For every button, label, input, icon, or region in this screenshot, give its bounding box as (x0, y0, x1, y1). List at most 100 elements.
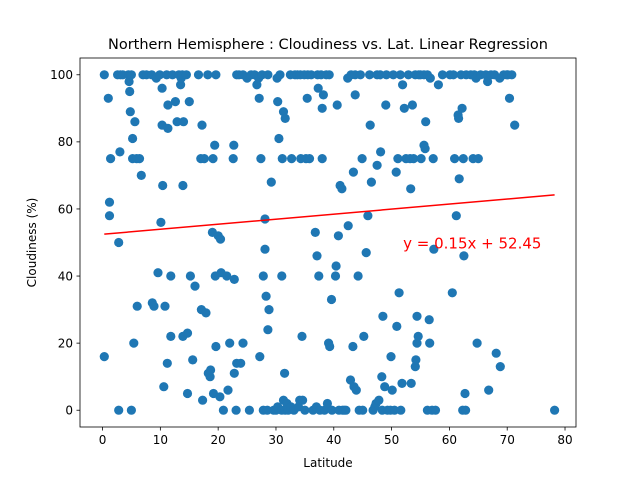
data-point (128, 133, 138, 144)
data-point (381, 70, 391, 80)
regression-equation-label: y = 0.15x + 52.45 (403, 235, 541, 253)
y-tick-label: 100 (50, 68, 73, 82)
data-point (327, 405, 337, 415)
data-point (396, 405, 406, 415)
data-point (229, 140, 239, 150)
data-point (365, 120, 375, 130)
data-point (450, 154, 460, 164)
regression-line (104, 194, 555, 235)
data-point (387, 385, 397, 395)
data-point (106, 154, 116, 164)
data-point (206, 365, 216, 375)
data-point (406, 184, 416, 194)
data-point (341, 405, 351, 415)
data-point (348, 341, 358, 352)
data-point (297, 331, 307, 341)
data-point (218, 405, 228, 415)
x-tick-label: 30 (268, 433, 283, 447)
data-point (413, 331, 423, 341)
data-point (460, 388, 470, 399)
data-point (325, 341, 335, 352)
data-point (324, 70, 334, 80)
data-point (199, 154, 209, 164)
data-point (403, 70, 413, 80)
data-point (125, 86, 135, 97)
data-point (410, 362, 420, 372)
data-point (266, 177, 276, 187)
data-point (166, 331, 176, 341)
data-point (353, 271, 363, 281)
data-point (393, 154, 403, 164)
data-point (348, 167, 358, 177)
data-point (376, 147, 386, 157)
data-point (326, 294, 337, 305)
data-point (313, 83, 323, 93)
data-point (181, 70, 191, 80)
x-tick-label: 20 (211, 433, 226, 447)
data-point (406, 378, 416, 388)
data-point (228, 154, 238, 164)
data-point (484, 385, 494, 395)
x-tick-label: 10 (153, 433, 168, 447)
scatter-series (99, 70, 560, 415)
data-point (190, 281, 200, 291)
data-point (273, 97, 283, 107)
y-tick-label: 20 (58, 336, 73, 350)
data-point (280, 113, 290, 123)
data-point (374, 395, 384, 405)
data-point (255, 352, 265, 362)
data-point (398, 80, 408, 90)
data-point (425, 338, 435, 348)
data-point (134, 154, 145, 164)
data-point (322, 398, 332, 409)
data-point (377, 372, 387, 382)
data-point (430, 405, 441, 415)
data-point (157, 83, 167, 93)
data-point (203, 70, 213, 80)
data-point (126, 70, 136, 80)
data-point (130, 117, 140, 127)
data-point (510, 120, 520, 130)
data-point (381, 100, 391, 110)
data-point (263, 70, 273, 80)
x-tick-label: 80 (557, 433, 572, 447)
x-axis-label: Latitude (303, 456, 352, 470)
data-point (312, 251, 322, 261)
data-point (454, 113, 464, 123)
data-point (287, 154, 297, 164)
data-point (391, 167, 401, 177)
data-point (275, 70, 285, 80)
data-point (193, 70, 204, 80)
data-point (260, 214, 270, 224)
data-point (298, 395, 308, 405)
data-point (178, 117, 189, 127)
data-point (160, 301, 170, 311)
data-point (550, 405, 560, 415)
data-point (458, 154, 468, 164)
data-point (310, 227, 320, 237)
x-tick-label: 0 (99, 433, 107, 447)
data-point (256, 154, 266, 164)
data-point (208, 154, 218, 164)
data-point (149, 301, 159, 311)
x-tick-label: 50 (384, 433, 399, 447)
data-point (103, 93, 113, 103)
data-point (263, 325, 273, 335)
data-point (355, 70, 365, 80)
data-point (337, 184, 347, 194)
data-point (433, 80, 443, 90)
data-point (300, 405, 310, 415)
data-point (170, 97, 180, 107)
data-point (407, 100, 417, 110)
data-point (395, 70, 405, 80)
data-point (114, 237, 124, 248)
data-point (429, 244, 439, 254)
data-point (211, 70, 221, 80)
data-point (215, 392, 225, 402)
data-point (156, 217, 166, 227)
data-point (129, 338, 139, 348)
data-point (473, 154, 483, 164)
data-point (363, 211, 373, 221)
data-point (215, 234, 226, 244)
